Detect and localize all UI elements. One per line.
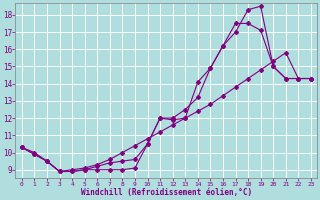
X-axis label: Windchill (Refroidissement éolien,°C): Windchill (Refroidissement éolien,°C) xyxy=(81,188,252,197)
